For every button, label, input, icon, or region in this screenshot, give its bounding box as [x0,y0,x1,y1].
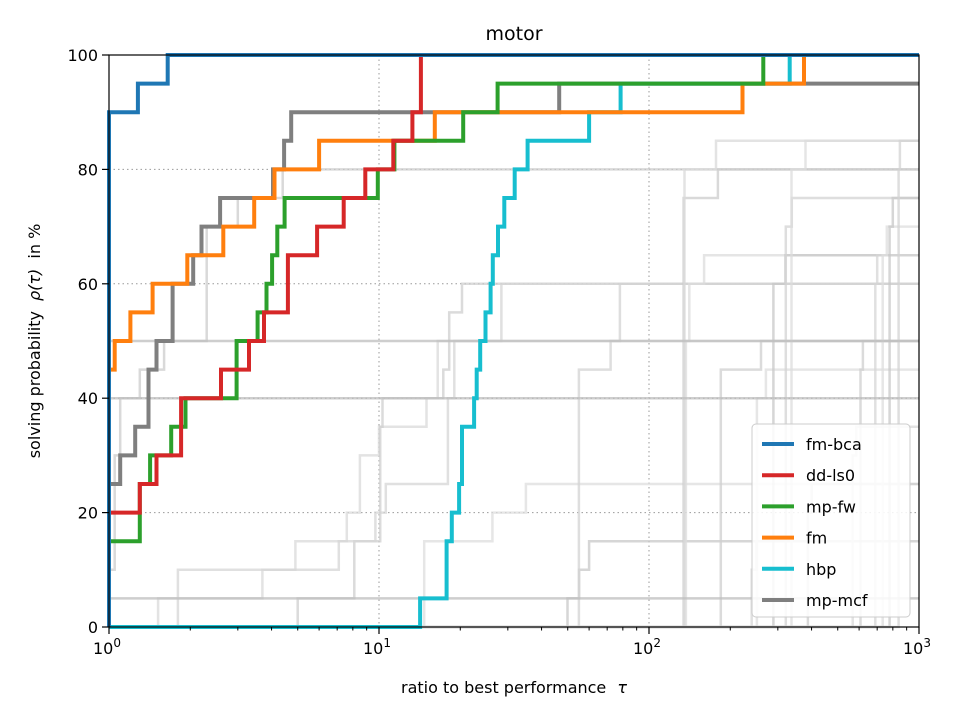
y-tick-label: 80 [78,160,98,179]
y-tick-label: 60 [78,275,98,294]
series-line-hbp [109,53,919,629]
x-axis-label-text: ratio to best performance [401,678,606,697]
y-axis-ticks: 0 20 40 60 80 100 [67,46,109,637]
legend-label-dd-ls0: dd-ls0 [806,466,855,485]
legend-label-mp-fw: mp-fw [806,497,856,516]
y-axis-label-symbol: ρ(τ) [25,269,44,301]
series-line-mp-mcf [109,81,919,486]
legend: fm-bca dd-ls0 mp-fw fm hbp mp-mcf [751,423,911,618]
y-tick-label: 100 [67,46,98,65]
chart-title: motor [485,23,542,45]
y-tick-label: 40 [78,389,98,408]
background-line [109,282,919,629]
legend-label-mp-mcf: mp-mcf [806,591,868,610]
series-line-dd-ls0 [109,55,423,515]
series-line-mp-fw [109,53,919,544]
y-axis-label-suffix: in % [25,224,44,259]
legend-label-fm-bca: fm-bca [806,435,862,454]
background-line [109,482,919,629]
background-line [109,253,919,629]
legend-items: fm-bca dd-ls0 mp-fw fm hbp mp-mcf [762,435,868,610]
x-axis-label-symbol: τ [617,678,627,697]
plot-frame [108,54,920,628]
x-tick-label: 102 [633,636,661,658]
x-tick-label: 100 [93,636,121,658]
y-axis-label: solving probability ρ(τ) in % [25,224,44,459]
x-tick-label: 101 [363,636,391,658]
legend-label-hbp: hbp [806,560,836,579]
y-tick-label: 20 [78,504,98,523]
y-tick-label: 0 [88,618,98,637]
y-axis-label-text: solving probability [25,311,44,458]
x-tick-label: 103 [903,636,931,658]
legend-label-fm: fm [806,529,827,548]
x-axis-ticks: 100 101 102 103 [93,627,931,658]
x-axis-label: ratio to best performance τ [401,678,627,697]
series-line-fm [109,53,919,372]
